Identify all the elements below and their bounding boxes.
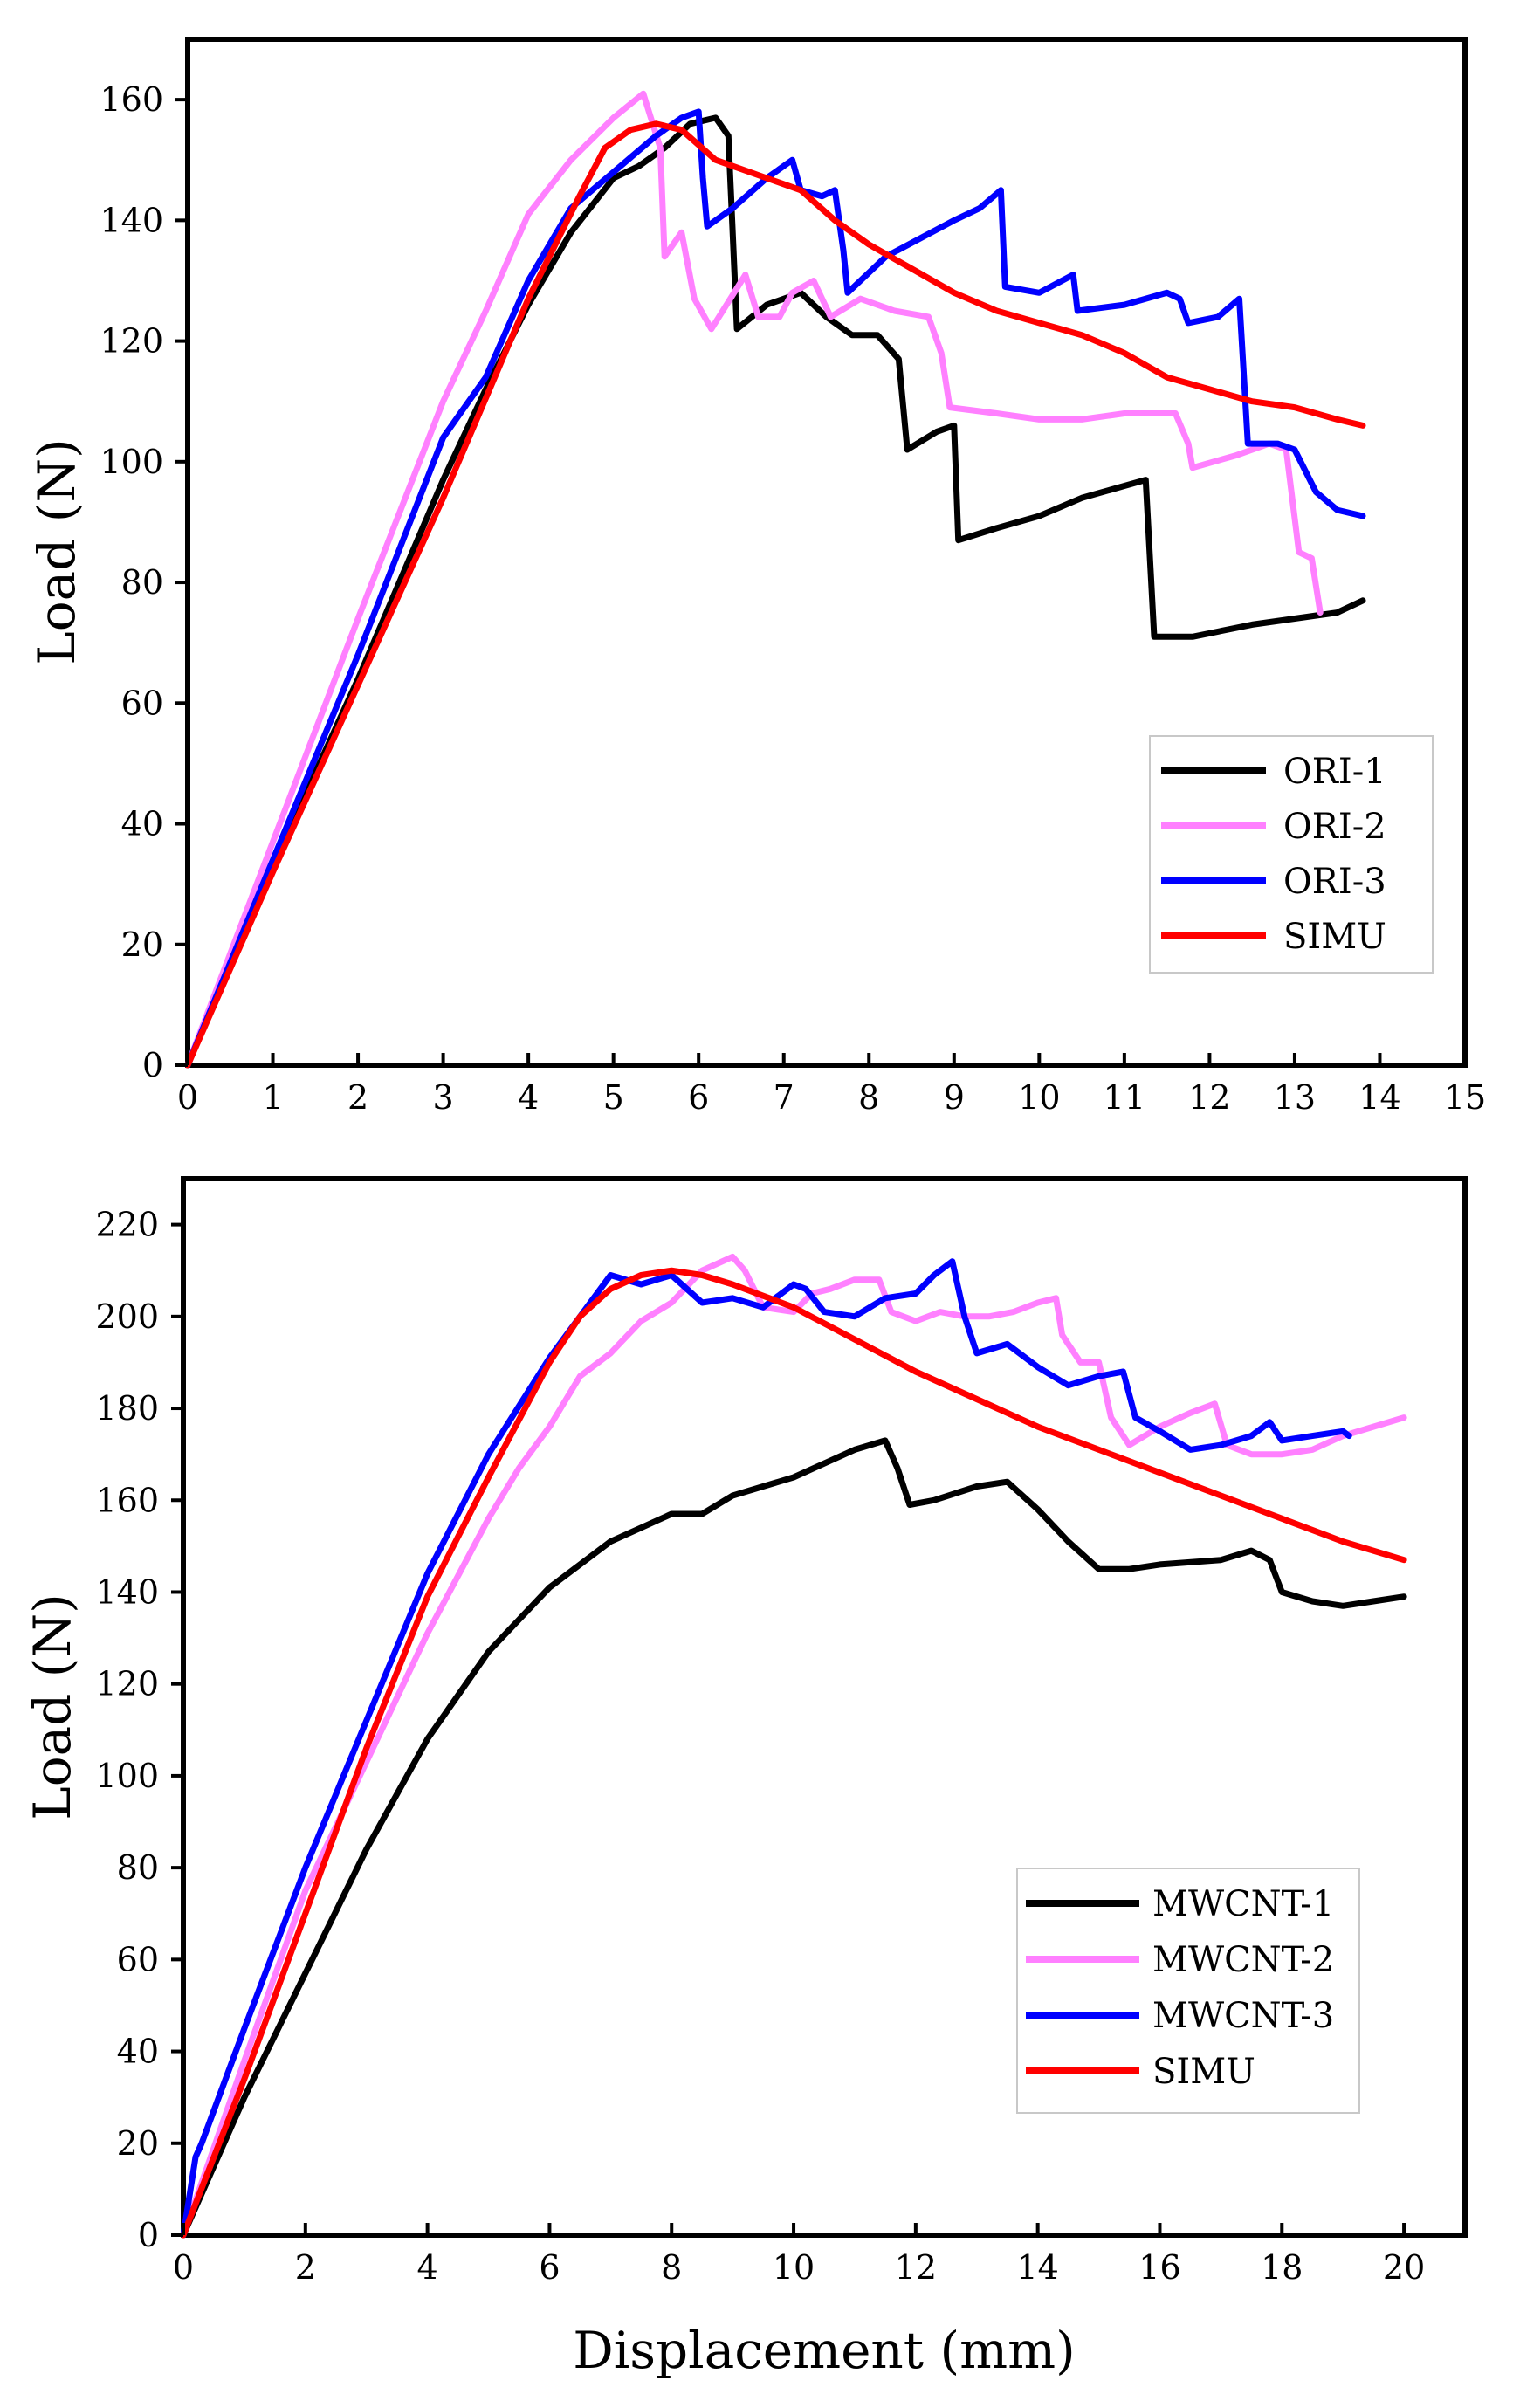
series-line-simu — [180, 1267, 1407, 2239]
x-tick-label: 12 — [1188, 1078, 1230, 1117]
series-layer — [184, 90, 1366, 1069]
legend-label-simu: SIMU — [1283, 917, 1386, 957]
y-axis-ticks: 0 20 40 60 80 100 120 140 160 180 200 220 — [95, 1206, 183, 2254]
series-line-mwcnt-2 — [180, 1253, 1407, 2239]
mwcnt-load-displacement-chart: 0 2 4 6 8 10 12 14 16 18 20 0 20 40 60 80 100 120 140 160 1… — [23, 1176, 1468, 2287]
x-tick-label: 8 — [661, 2248, 682, 2287]
legend-label-ori-2: ORI-2 — [1283, 807, 1386, 847]
x-tick-label: 16 — [1138, 2248, 1180, 2287]
plot-frame — [185, 37, 1468, 1068]
y-tick-label: 100 — [100, 443, 163, 481]
legend-label-mwcnt-2: MWCNT-2 — [1152, 1940, 1334, 1980]
x-tick-label: 9 — [944, 1078, 965, 1117]
y-tick-label: 20 — [121, 925, 163, 964]
y-tick-label: 80 — [121, 563, 163, 602]
x-tick-label: 5 — [603, 1078, 624, 1117]
y-tick-label: 140 — [95, 1572, 159, 1611]
y-tick-label: 100 — [95, 1757, 159, 1795]
y-tick-label: 120 — [95, 1665, 159, 1703]
series-line-simu — [184, 120, 1366, 1069]
y-tick-label: 0 — [142, 1046, 163, 1084]
x-axis-title: Displacement (mm) — [573, 2321, 1076, 2380]
y-axis-title: Load (N) — [23, 1593, 82, 1820]
plot-frame — [181, 1176, 1468, 2238]
x-tick-label: 4 — [518, 1078, 539, 1117]
y-tick-label: 20 — [117, 2124, 159, 2163]
y-tick-label: 220 — [95, 1206, 159, 1244]
x-tick-label: 14 — [1016, 2248, 1058, 2287]
x-tick-label: 1 — [262, 1078, 283, 1117]
legend-label-mwcnt-1: MWCNT-1 — [1152, 1884, 1334, 1924]
y-tick-label: 40 — [121, 805, 163, 843]
series-line-mwcnt-3 — [180, 1258, 1352, 2239]
x-tick-label: 18 — [1261, 2248, 1303, 2287]
y-tick-label: 180 — [95, 1389, 159, 1428]
x-tick-label: 7 — [774, 1078, 794, 1117]
y-tick-label: 0 — [138, 2216, 159, 2254]
y-axis-ticks: 0 20 40 60 80 100 120 140 160 — [100, 80, 188, 1084]
x-tick-label: 2 — [295, 2248, 316, 2287]
y-tick-label: 160 — [100, 80, 163, 119]
x-tick-label: 6 — [688, 1078, 709, 1117]
x-tick-label: 12 — [895, 2248, 937, 2287]
legend-label-ori-1: ORI-1 — [1283, 752, 1386, 792]
series-line-mwcnt-1 — [180, 1437, 1407, 2239]
y-tick-label: 140 — [100, 201, 163, 239]
series-line-ori-1 — [184, 114, 1366, 1069]
series-layer — [180, 1253, 1407, 2239]
legend-label-ori-3: ORI-3 — [1283, 862, 1386, 902]
x-tick-label: 10 — [773, 2248, 815, 2287]
x-tick-label: 4 — [417, 2248, 438, 2287]
legend-label-simu: SIMU — [1152, 2052, 1255, 2092]
x-tick-label: 3 — [433, 1078, 454, 1117]
x-tick-label: 6 — [539, 2248, 560, 2287]
y-tick-label: 60 — [117, 1940, 159, 1978]
y-axis-title: Load (N) — [27, 438, 86, 665]
x-tick-label: 13 — [1274, 1078, 1316, 1117]
y-tick-label: 160 — [95, 1481, 159, 1519]
x-tick-label: 0 — [177, 1078, 198, 1117]
series-line-ori-2 — [184, 90, 1324, 1069]
x-tick-label: 2 — [347, 1078, 368, 1117]
x-tick-label: 14 — [1358, 1078, 1400, 1117]
y-tick-label: 40 — [117, 2033, 159, 2071]
x-tick-label: 15 — [1444, 1078, 1486, 1117]
x-tick-label: 11 — [1104, 1078, 1145, 1117]
x-axis-ticks: 0 2 4 6 8 10 12 14 16 18 20 — [173, 2223, 1425, 2287]
legend: MWCNT-1 MWCNT-2 MWCNT-3 SIMU — [1016, 1868, 1360, 2114]
x-tick-label: 0 — [173, 2248, 194, 2287]
x-tick-label: 10 — [1018, 1078, 1060, 1117]
x-tick-label: 20 — [1383, 2248, 1425, 2287]
ori-load-displacement-chart: 0 1 2 3 4 5 6 7 8 9 10 11 12 13 14 15 02040608010012014… — [27, 37, 1486, 1117]
legend-label-mwcnt-3: MWCNT-3 — [1152, 1996, 1334, 2036]
x-tick-label: 8 — [858, 1078, 879, 1117]
y-tick-label: 120 — [100, 322, 163, 361]
x-axis-ticks: 0 1 2 3 4 5 6 7 8 9 10 11 12 13 14 15 — [177, 1053, 1486, 1117]
y-tick-label: 60 — [121, 684, 163, 722]
y-tick-label: 80 — [117, 1848, 159, 1887]
legend: ORI-1 ORI-2 ORI-3 SIMU — [1149, 735, 1434, 974]
y-tick-label: 200 — [95, 1297, 159, 1336]
